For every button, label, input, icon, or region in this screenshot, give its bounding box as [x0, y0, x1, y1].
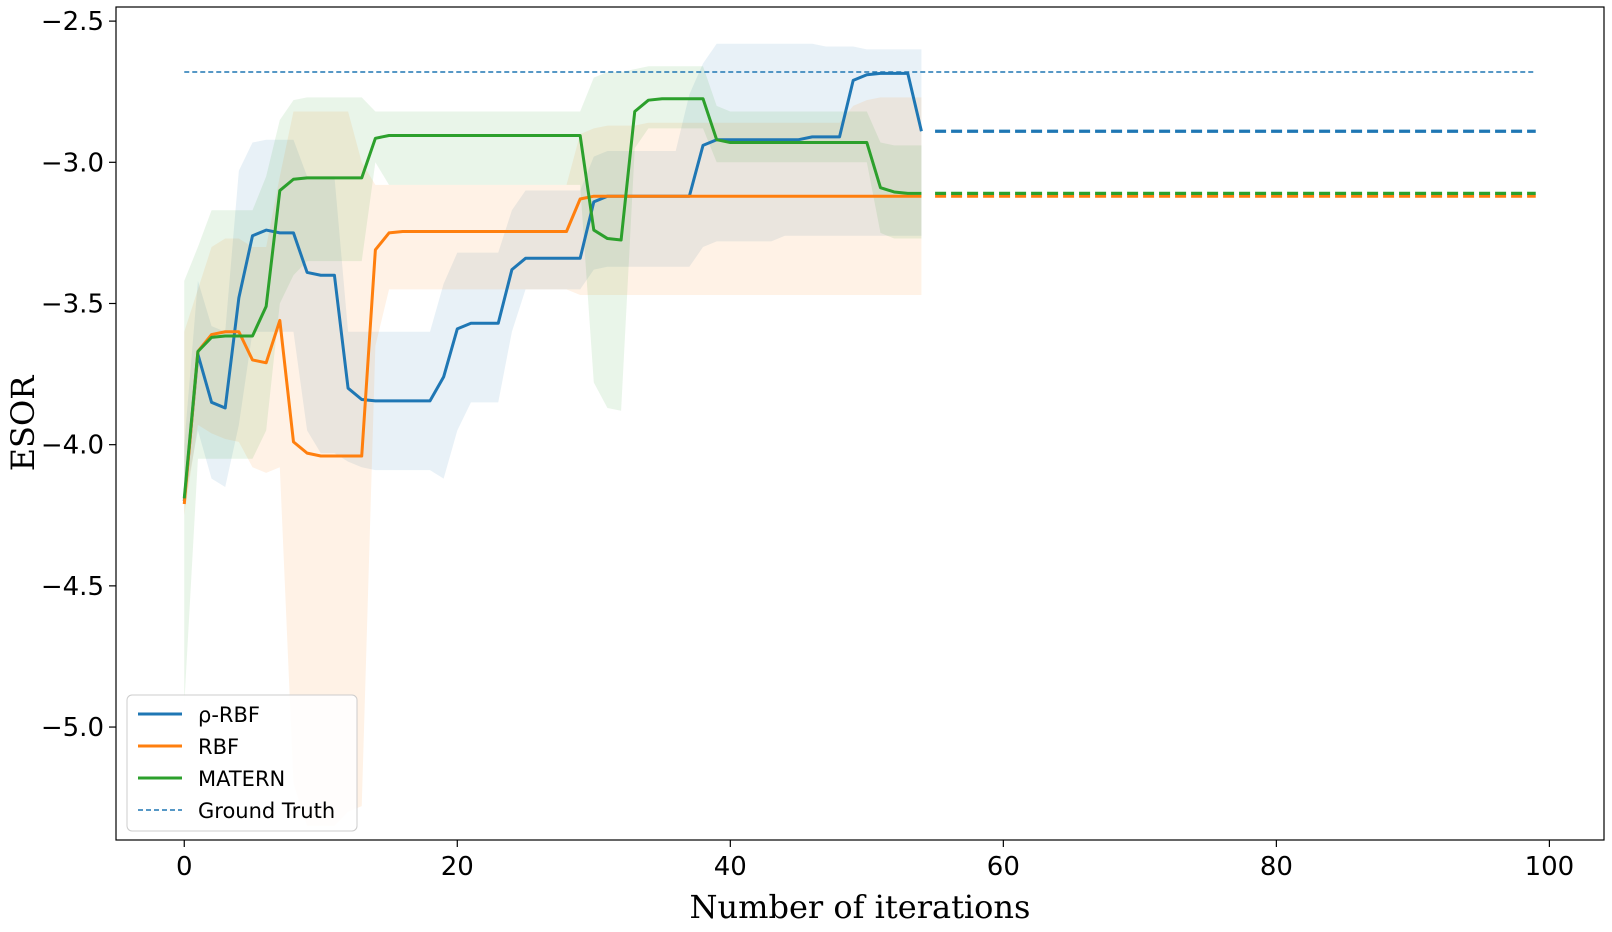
series-line-1 — [182, 194, 922, 505]
legend-label-2: MATERN — [198, 767, 285, 791]
y-tick-label: −5.0 — [41, 713, 104, 743]
x-tick-label: 100 — [1525, 852, 1575, 882]
y-tick-label: −3.0 — [41, 148, 104, 178]
x-tick-label: 80 — [1260, 852, 1293, 882]
x-tick-label: 60 — [987, 852, 1020, 882]
band-2 — [184, 66, 922, 705]
legend-label-3: Ground Truth — [198, 799, 335, 823]
y-tick-label: −4.5 — [41, 572, 104, 602]
y-axis-ticks: −5.0 −4.5 −4.0 −3.5 −3.0 −2.5 — [41, 7, 116, 743]
legend-label-1: RBF — [198, 735, 239, 759]
band-1 — [184, 97, 922, 826]
x-tick-label: 20 — [441, 852, 474, 882]
y-tick-label: −3.5 — [41, 289, 104, 319]
series-lines — [182, 71, 923, 505]
legend-label-0: ρ-RBF — [198, 703, 260, 727]
y-tick-label: −2.5 — [41, 7, 104, 37]
final-estimate-lines — [935, 129, 1536, 198]
series-line-0 — [182, 71, 923, 502]
x-axis-ticks: 0 20 40 60 80 100 — [176, 840, 1574, 882]
legend: ρ-RBF RBF MATERN Ground Truth — [126, 694, 358, 832]
band-0 — [184, 43, 922, 504]
y-tick-label: −4.0 — [41, 431, 104, 461]
y-axis-title: ESOR — [4, 375, 42, 472]
confidence-bands — [184, 43, 922, 826]
series-line-2 — [182, 97, 922, 499]
plot-frame — [115, 6, 1605, 841]
x-tick-label: 40 — [714, 852, 747, 882]
x-tick-label: 0 — [176, 852, 193, 882]
legend-box — [126, 694, 358, 832]
x-axis-title: Number of iterations — [690, 888, 1031, 926]
